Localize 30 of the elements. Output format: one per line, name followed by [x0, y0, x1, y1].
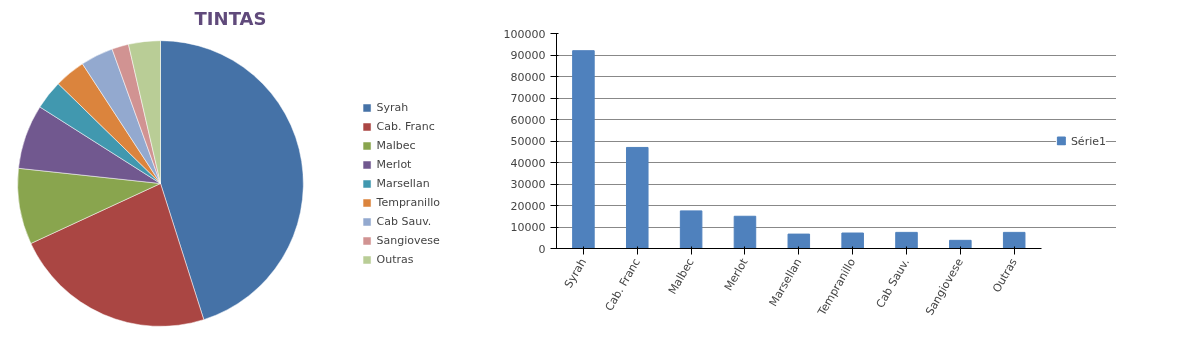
legend-label: Syrah — [376, 100, 409, 114]
y-tick-label: 30000 — [510, 178, 546, 191]
bar — [841, 232, 864, 249]
legend-label: Marsellan — [376, 176, 430, 190]
legend-label: Cab Sauv. — [376, 214, 432, 228]
y-tick-label: 70000 — [510, 92, 546, 105]
bar — [949, 239, 972, 249]
bar — [626, 146, 649, 249]
y-tick-label: 10000 — [510, 221, 546, 234]
bar — [895, 231, 918, 249]
legend-label: Sangiovese — [376, 233, 440, 247]
bar — [679, 210, 703, 249]
y-tick-label: 80000 — [510, 70, 546, 84]
y-tick-label: 50000 — [510, 135, 546, 148]
legend-label: Série1 — [1070, 134, 1106, 147]
y-tick-label: 0 — [538, 242, 546, 256]
legend-label: Merlot — [376, 157, 412, 171]
y-tick-label: 90000 — [510, 49, 546, 62]
y-tick-label: 100000 — [503, 27, 546, 41]
y-tick-label: 40000 — [510, 156, 546, 170]
y-tick-label: 20000 — [510, 199, 546, 213]
legend-label: Tempranillo — [376, 195, 440, 209]
bar — [572, 50, 595, 249]
bar — [1002, 231, 1026, 249]
y-tick-label: 60000 — [510, 113, 546, 127]
bar — [733, 215, 757, 249]
bar — [787, 233, 811, 249]
legend-label: Malbec — [376, 138, 416, 152]
chart-title: TINTAS — [194, 7, 267, 29]
legend-label: Cab. Franc — [376, 119, 435, 133]
